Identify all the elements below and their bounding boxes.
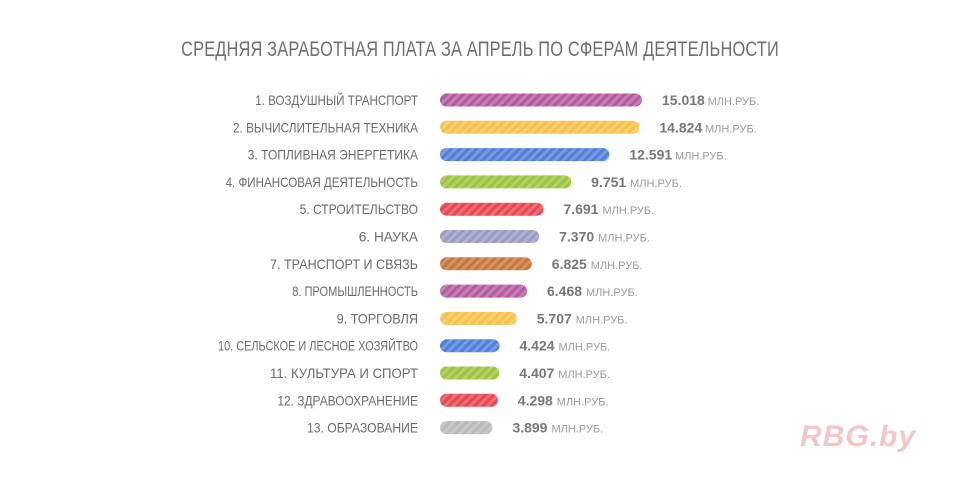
chart-title: СРЕДНЯЯ ЗАРАБОТНАЯ ПЛАТА ЗА АПРЕЛЬ ПО СФ…: [181, 38, 779, 61]
category-label: 10. СЕЛЬСКОЕ И ЛЕСНОЕ ХОЗЯЙТВО: [218, 337, 418, 354]
category-label: 6. НАУКА: [359, 229, 419, 245]
unit-label: МЛН.РУБ.: [557, 396, 609, 408]
category-label: 5. СТРОИТЕЛЬСТВО: [300, 201, 418, 217]
category-label: 2. ВЫЧИСЛИТЕЛЬНАЯ ТЕХНИКА: [233, 119, 419, 135]
unit-label: МЛН.РУБ.: [586, 287, 638, 299]
category-label: 4. ФИНАНСОВАЯ ДЕЯТЕЛЬНОСТЬ: [226, 174, 418, 190]
unit-label: МЛН.РУБ.: [602, 205, 654, 217]
bar-stripes: [440, 311, 517, 325]
value-label: 15.018: [662, 92, 705, 108]
category-label: 11. КУЛЬТУРА И СПОРТ: [270, 365, 418, 381]
unit-label: МЛН.РУБ.: [675, 151, 727, 163]
bar-stripes: [440, 284, 527, 298]
value-label: 3.899: [512, 420, 547, 436]
bar-stripes: [440, 148, 610, 162]
bar-stripes: [440, 120, 640, 134]
value-label: 7.370: [559, 229, 594, 245]
bar-stripes: [440, 202, 544, 216]
category-label: 8. ПРОМЫШЛЕННОСТЬ: [292, 283, 418, 299]
unit-label: МЛН.РУБ.: [705, 123, 757, 135]
category-label: 1. ВОЗДУШНЫЙ ТРАНСПОРТ: [255, 91, 418, 108]
bar-stripes: [440, 175, 572, 189]
unit-label: МЛН.РУБ.: [598, 233, 650, 245]
bar-stripes: [440, 421, 493, 435]
unit-label: МЛН.РУБ.: [708, 96, 760, 108]
unit-label: МЛН.РУБ.: [630, 178, 682, 190]
category-label: 13. ОБРАЗОВАНИЕ: [307, 420, 418, 436]
bar-stripes: [440, 393, 498, 407]
bar-stripes: [440, 366, 500, 380]
unit-label: МЛН.РУБ.: [551, 424, 603, 436]
category-label: 9. ТОРГОВЛЯ: [337, 310, 418, 326]
unit-label: МЛН.РУБ.: [591, 260, 643, 272]
value-label: 9.751: [591, 174, 626, 190]
value-label: 6.825: [552, 256, 587, 272]
bar-stripes: [440, 93, 642, 107]
value-label: 14.824: [659, 119, 702, 135]
value-label: 4.424: [520, 338, 555, 354]
unit-label: МЛН.РУБ.: [558, 369, 610, 381]
value-label: 7.691: [563, 201, 598, 217]
unit-label: МЛН.РУБ.: [576, 314, 628, 326]
category-label: 7. ТРАНСПОРТ И СВЯЗЬ: [270, 256, 418, 272]
value-label: 5.707: [537, 310, 572, 326]
category-label: 3. ТОПЛИВНАЯ ЭНЕРГЕТИКА: [248, 147, 419, 163]
value-label: 4.407: [519, 365, 554, 381]
unit-label: МЛН.РУБ.: [559, 342, 611, 354]
watermark-logo: RBG.by: [800, 420, 917, 453]
bar-stripes: [440, 257, 532, 271]
category-label: 12. ЗДРАВООХРАНЕНИЕ: [277, 392, 418, 408]
bar-stripes: [440, 230, 540, 243]
value-label: 4.298: [518, 392, 553, 408]
bar-stripes: [440, 339, 500, 353]
value-label: 6.468: [547, 283, 582, 299]
value-label: 12.591: [629, 147, 672, 163]
